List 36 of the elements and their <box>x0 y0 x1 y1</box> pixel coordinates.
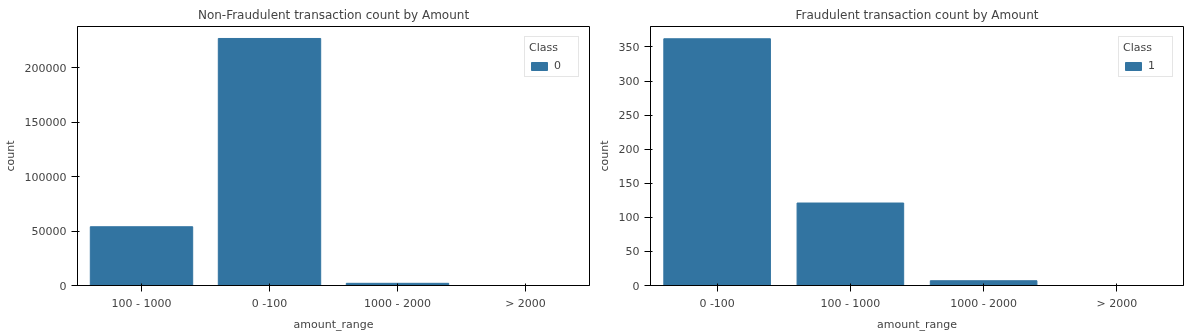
x-tick-label: > 2000 <box>505 296 546 310</box>
bar <box>663 38 771 286</box>
legend-title: Class <box>1123 41 1153 54</box>
x-tick-label: > 2000 <box>1096 296 1138 310</box>
legend-title: Class <box>529 41 559 54</box>
legend-label: 0 <box>554 59 562 72</box>
y-tick-label: 100 <box>618 211 640 225</box>
x-tick-label: 100 - 1000 <box>820 296 881 310</box>
y-tick-label: 250 <box>618 109 640 123</box>
y-tick-label: 100000 <box>24 170 67 184</box>
x-tick-label: 0 -100 <box>251 296 288 310</box>
x-tick-label: 1000 - 2000 <box>364 296 431 310</box>
chart-title: Fraudulent transaction count by Amount <box>795 7 1039 22</box>
y-tick-label: 350 <box>618 40 640 54</box>
x-tick-label: 100 - 1000 <box>111 296 172 310</box>
bar <box>796 202 905 286</box>
y-tick-label: 200000 <box>24 61 67 75</box>
y-axis-title: count <box>597 139 611 172</box>
x-tick-label: 0 -100 <box>699 296 735 310</box>
y-tick-label: 50000 <box>31 225 67 239</box>
y-tick-label: 50 <box>625 245 640 259</box>
bar <box>217 37 322 286</box>
bar <box>929 280 1038 286</box>
y-tick-label: 0 <box>632 279 640 293</box>
x-axis-title: amount_range <box>877 317 958 331</box>
bar <box>89 226 194 286</box>
legend-label: 1 <box>1148 59 1156 72</box>
y-tick-label: 150000 <box>24 116 67 130</box>
chart-title: Non-Fraudulent transaction count by Amount <box>197 7 470 22</box>
y-tick-label: 300 <box>618 75 640 89</box>
y-tick-label: 0 <box>59 279 67 293</box>
x-axis-title: amount_range <box>293 317 374 331</box>
y-axis-title: count <box>3 139 17 172</box>
y-tick-label: 200 <box>618 143 640 157</box>
x-tick-label: 1000 - 2000 <box>950 296 1018 310</box>
y-tick-label: 150 <box>618 177 640 191</box>
